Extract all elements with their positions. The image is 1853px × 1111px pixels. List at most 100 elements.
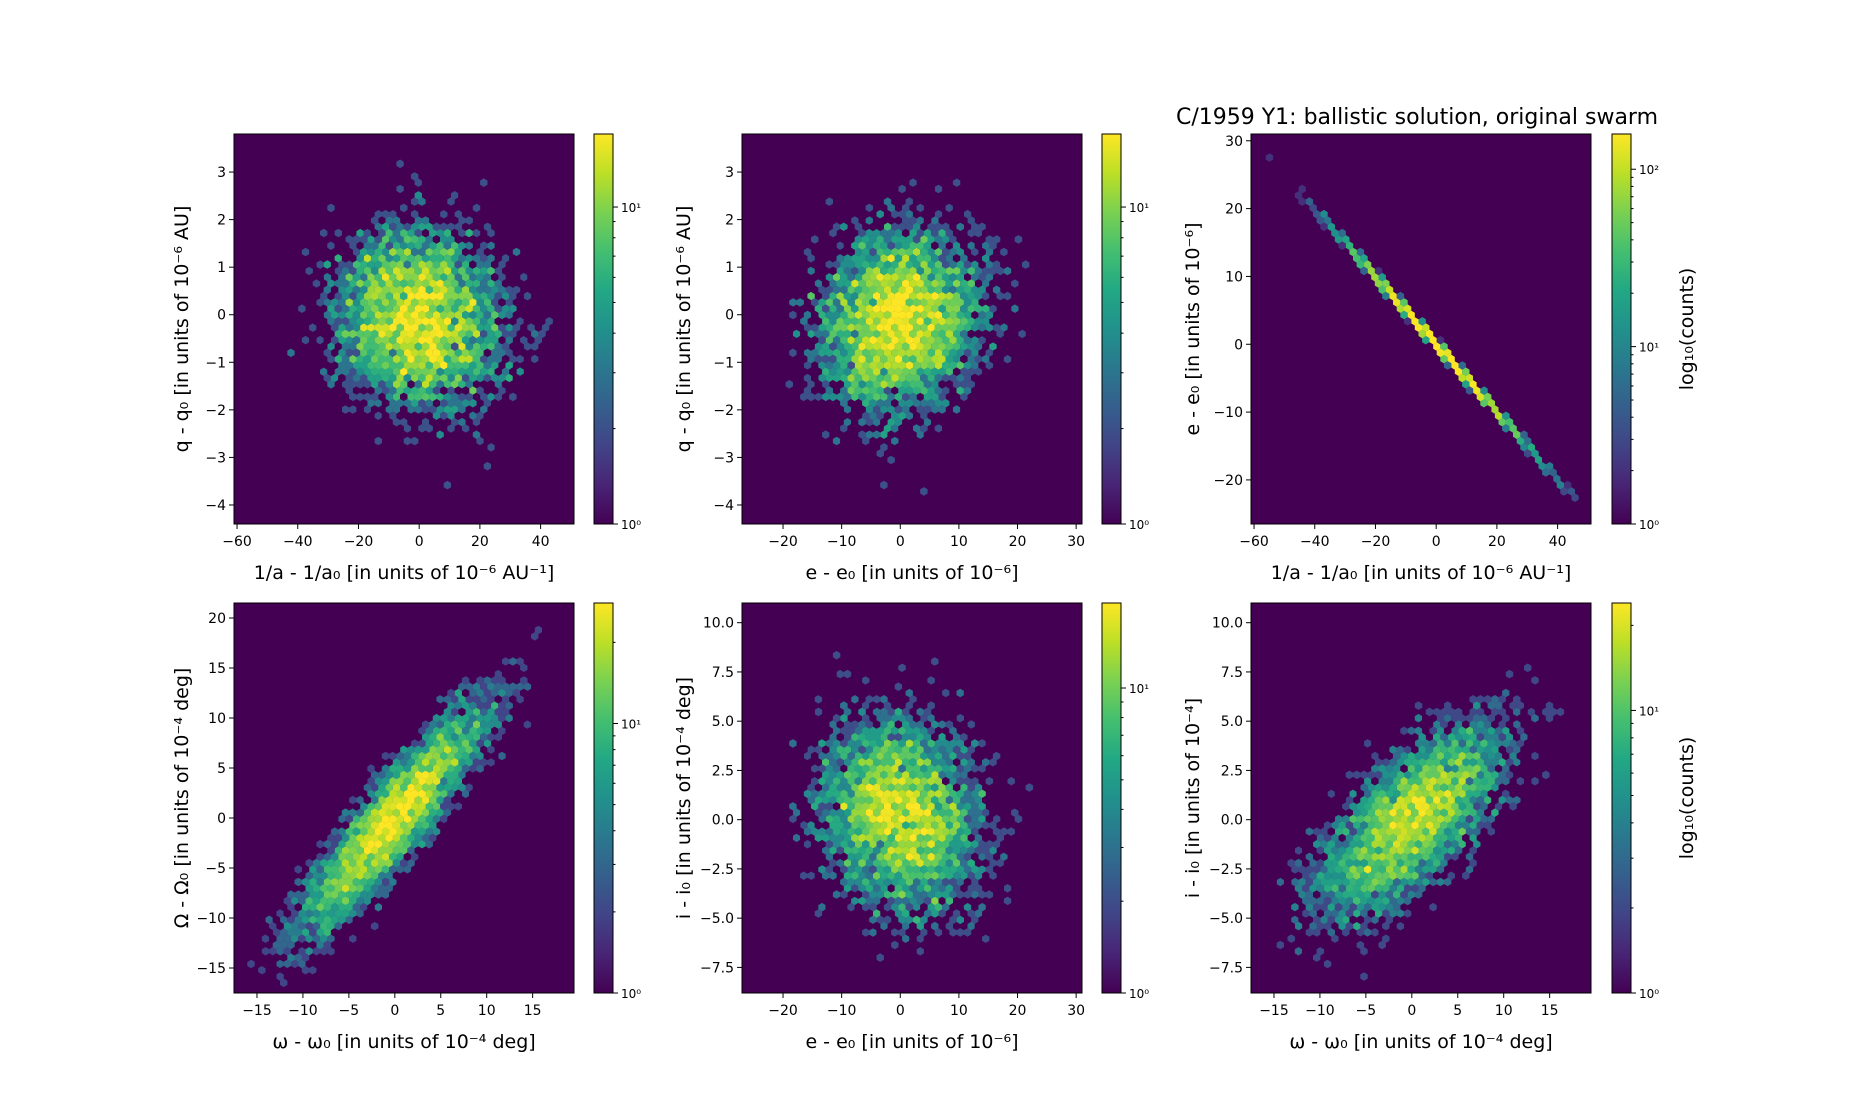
hexbin-cell <box>363 266 372 276</box>
hexbin-cell <box>1403 871 1412 880</box>
hexbin-cell <box>330 902 339 912</box>
hexbin-cell <box>451 203 459 213</box>
hexbin-cell <box>807 896 815 906</box>
hexbin-cell <box>472 720 481 729</box>
hexbin-cell <box>465 770 473 780</box>
hexbin-cell <box>934 209 943 219</box>
hexbin-cell <box>887 392 895 402</box>
hexbin-cell <box>1473 713 1481 723</box>
hexbin-cell <box>1407 310 1415 320</box>
hexbin-cell <box>942 802 950 811</box>
hexbin-cell <box>330 348 339 358</box>
hexbin-cell <box>851 241 859 250</box>
hexbin-cell <box>869 260 877 269</box>
hexbin-cell <box>865 783 873 792</box>
hexbin-cell <box>440 424 448 433</box>
hexbin-cell <box>825 839 833 849</box>
hexbin-cell <box>1483 783 1492 792</box>
hexbin-cell <box>869 839 877 849</box>
hexbin-cell <box>1396 909 1405 918</box>
hexbin-cell <box>960 380 968 389</box>
hexbin-cell <box>920 487 928 496</box>
hexbin-cell <box>887 329 895 339</box>
hexbin-cell <box>1374 846 1383 855</box>
hexbin-cell <box>1403 317 1412 326</box>
hexbin-cell <box>872 228 881 238</box>
hexbin-cell <box>992 298 1001 307</box>
hexbin-cell <box>1349 852 1357 862</box>
x-tick-label: 5 <box>436 1003 445 1019</box>
hexbin-cell <box>902 430 910 439</box>
hexbin-cell <box>1327 940 1335 950</box>
hexbin-cell <box>982 758 990 767</box>
hexbin-cell <box>880 266 888 276</box>
hexbin-cell <box>883 298 892 307</box>
hexbin-cell <box>425 373 433 383</box>
hexbin-cell <box>862 802 870 811</box>
hexbin-cell <box>800 317 808 326</box>
hexbin-cell <box>440 361 448 370</box>
hexbin-cell <box>803 827 812 836</box>
hexbin-cell <box>407 833 415 843</box>
hexbin-cell <box>414 833 422 843</box>
hexbin-cell <box>1374 909 1383 918</box>
hexbin-cell <box>1516 839 1525 849</box>
hexbin-cell <box>843 354 852 364</box>
hexbin-cell <box>880 846 888 855</box>
hexbin-cell <box>905 222 913 232</box>
hexbin-cell <box>312 921 321 931</box>
hexbin-cell <box>323 247 332 257</box>
hexbin-cell <box>1003 758 1012 767</box>
hexbin-cell <box>323 348 332 358</box>
hexbin-cell <box>923 795 932 805</box>
hexbin-cell <box>858 241 866 250</box>
hexbin-cell <box>1483 745 1492 754</box>
hexbin-cell <box>360 335 368 345</box>
hexbin-cell <box>942 436 950 446</box>
hexbin-cell <box>1396 921 1405 931</box>
hexbin-cell <box>523 291 532 301</box>
hexbin-cell <box>982 871 990 880</box>
hexbin-cell <box>432 260 441 269</box>
hexbin-cell <box>825 386 833 395</box>
hexbin-cell <box>880 745 888 754</box>
hexbin-cell <box>996 783 1004 792</box>
hexbin-cell <box>880 821 888 830</box>
hexbin-cell <box>927 247 935 257</box>
hexbin-cell <box>876 373 884 383</box>
hexbin-cell <box>403 877 412 887</box>
hexbin-cell <box>378 871 386 880</box>
hexbin-cell <box>234 979 237 987</box>
hexbin-cell <box>1473 764 1481 773</box>
hexbin-cell <box>1516 739 1525 748</box>
hexbin-cell <box>843 392 852 402</box>
hexbin-cell <box>887 380 895 389</box>
hexbin-cell <box>829 770 837 780</box>
hexbin-cell <box>949 209 957 219</box>
hexbin-cell <box>381 335 390 345</box>
hexbin-cell <box>352 890 361 899</box>
hexbin-cell <box>905 701 913 710</box>
hexbin-cell <box>429 367 437 376</box>
hexbin-cell <box>349 392 357 402</box>
hexbin-cell <box>971 222 979 232</box>
hexbin-cell <box>822 392 830 402</box>
hexbin-cell <box>923 808 932 817</box>
hexbin-cell <box>796 361 804 370</box>
hexbin-cell <box>967 783 975 792</box>
hexbin-cell <box>807 380 815 389</box>
hexbin-cell <box>1538 827 1546 836</box>
hexbin-cell <box>891 764 899 773</box>
hexbin-cell <box>1003 884 1012 893</box>
hexbin-cell <box>814 380 823 389</box>
hexbin-cell <box>858 707 866 717</box>
hexbin-cell <box>978 739 986 748</box>
hexbin-cell <box>872 896 881 906</box>
hexbin-cell <box>883 839 892 849</box>
hexbin-cell <box>847 449 855 458</box>
hexbin-cell <box>803 676 812 685</box>
hexbin-cell <box>1389 896 1397 906</box>
hexbin-cell <box>360 386 368 395</box>
hexbin-cell <box>909 291 917 301</box>
